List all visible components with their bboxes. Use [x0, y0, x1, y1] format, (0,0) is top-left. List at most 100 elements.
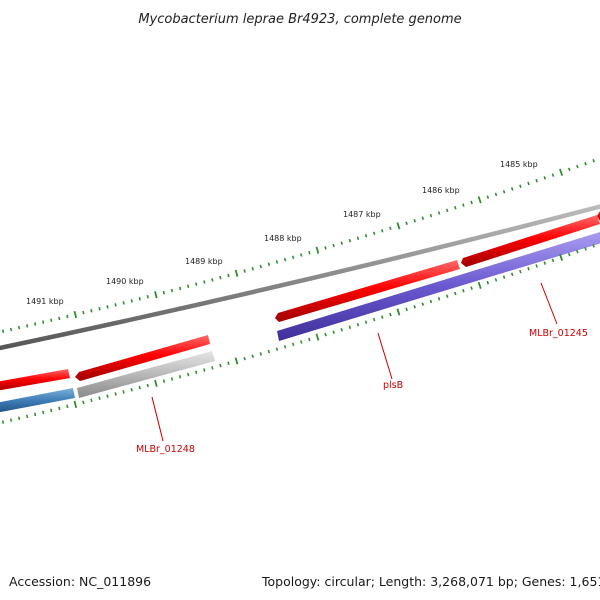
outer-ring-minor-tick — [162, 290, 166, 295]
outer-ring-minor-tick — [567, 167, 571, 172]
inner-ring-minor-tick — [203, 368, 206, 372]
outer-ring-minor-tick — [251, 266, 254, 271]
outer-tick-ring — [1, 159, 595, 333]
outer-ring-minor-tick — [219, 275, 222, 280]
inner-ring-minor-tick — [66, 404, 69, 409]
forward-strand-track — [0, 211, 600, 391]
tick-label-1486: 1486 kbp — [422, 186, 460, 195]
outer-ring-minor-tick — [300, 253, 303, 257]
inner-ring-minor-tick — [219, 363, 222, 368]
inner-ring-minor-tick — [50, 408, 53, 413]
cds-forward-left — [0, 369, 70, 391]
outer-ring-minor-tick — [178, 286, 182, 291]
inner-ring-minor-tick — [138, 385, 141, 390]
inner-ring-minor-tick — [340, 327, 343, 332]
inner-ring-minor-tick — [437, 297, 441, 301]
outer-ring-minor-tick — [535, 178, 538, 183]
gene-label-plsb: plsB — [383, 380, 403, 391]
outer-ring-minor-tick — [356, 236, 360, 241]
outer-ring-minor-tick — [186, 284, 190, 288]
outer-ring-major-tick — [315, 246, 320, 254]
outer-ring-minor-tick — [58, 316, 61, 321]
outer-ring-major-tick — [73, 310, 78, 319]
outer-ring-minor-tick — [372, 231, 376, 236]
outer-ring-minor-tick — [510, 187, 514, 191]
outer-ring-minor-tick — [421, 216, 425, 220]
inner-ring-minor-tick — [445, 294, 449, 298]
genome-summary-text: Topology: circular; Length: 3,268,071 bp… — [261, 574, 600, 589]
inner-ring-minor-tick — [267, 349, 271, 354]
inner-ring-major-tick — [73, 400, 78, 409]
inner-ring-minor-tick — [162, 379, 166, 383]
inner-ring-minor-tick — [462, 289, 465, 293]
inner-tick-ring — [1, 244, 595, 424]
outer-ring-minor-tick — [227, 273, 230, 278]
inner-ring-minor-tick — [130, 388, 133, 392]
outer-ring-minor-tick — [592, 159, 595, 163]
outer-ring-minor-tick — [332, 243, 335, 248]
inner-ring-minor-tick — [332, 330, 335, 334]
outer-ring-minor-tick — [267, 262, 271, 266]
inner-ring-minor-tick — [283, 345, 287, 349]
inner-ring-minor-tick — [527, 267, 530, 271]
outer-ring-minor-tick — [389, 226, 392, 231]
outer-ring-minor-tick — [543, 176, 547, 180]
outer-ring-minor-tick — [340, 241, 343, 245]
kbp-scale-labels: 1485 kbp 1486 kbp 1487 kbp 1488 kbp 1489… — [26, 160, 538, 306]
inner-ring-minor-tick — [9, 418, 13, 422]
leader-plsb — [377, 332, 393, 380]
outer-ring-minor-tick — [138, 297, 141, 301]
inner-ring-minor-tick — [389, 312, 392, 317]
tick-label-1487: 1487 kbp — [343, 210, 381, 219]
inner-ring-minor-tick — [486, 280, 490, 285]
outer-ring-minor-tick — [66, 314, 69, 319]
outer-ring-minor-tick — [17, 325, 21, 330]
inner-ring-minor-tick — [356, 322, 360, 327]
outer-ring-minor-tick — [283, 257, 287, 262]
gene-label-mlbr-01248: MLBr_01248 — [136, 444, 195, 455]
inner-ring-minor-tick — [510, 272, 514, 277]
outer-ring-minor-tick — [584, 161, 587, 166]
inner-ring-minor-tick — [592, 244, 595, 248]
inner-ring-minor-tick — [364, 320, 368, 324]
inner-ring-minor-tick — [405, 307, 408, 312]
outer-ring-minor-tick — [527, 181, 530, 186]
outer-ring-minor-tick — [470, 200, 473, 205]
inner-ring-minor-tick — [146, 383, 149, 388]
inner-ring-minor-tick — [106, 394, 109, 398]
inner-ring-major-tick — [477, 281, 482, 289]
inner-ring-major-tick — [396, 308, 401, 316]
inner-ring-minor-tick — [82, 400, 85, 405]
gene-label-mlbr-01245: MLBr_01245 — [529, 328, 588, 339]
outer-ring-minor-tick — [203, 280, 206, 284]
outer-ring-minor-tick — [348, 238, 352, 243]
outer-ring-minor-tick — [42, 320, 45, 324]
inner-ring-minor-tick — [543, 261, 547, 265]
inner-ring-minor-tick — [178, 374, 182, 379]
inner-ring-minor-tick — [470, 286, 473, 290]
accession-text: Accession: NC_011896 — [9, 574, 151, 589]
outer-ring-minor-tick — [195, 282, 198, 286]
inner-ring-minor-tick — [170, 377, 174, 381]
inner-ring-minor-tick — [502, 275, 506, 279]
outer-ring-minor-tick — [90, 309, 93, 313]
inner-ring-minor-tick — [348, 325, 352, 330]
inner-ring-minor-tick — [567, 252, 571, 257]
cds-reverse-left — [0, 388, 75, 413]
inner-ring-minor-tick — [1, 420, 5, 424]
inner-ring-minor-tick — [584, 247, 587, 251]
inner-ring-minor-tick — [186, 372, 190, 377]
outer-ring-major-tick — [396, 222, 401, 230]
inner-ring-minor-tick — [300, 340, 303, 344]
inner-ring-minor-tick — [372, 317, 376, 322]
inner-ring-minor-tick — [454, 291, 457, 296]
outer-ring-minor-tick — [405, 221, 408, 226]
inner-ring-minor-tick — [421, 302, 425, 306]
outer-ring-minor-tick — [502, 189, 506, 194]
tick-label-1489: 1489 kbp — [185, 257, 223, 266]
outer-ring-minor-tick — [211, 278, 214, 282]
outer-ring-minor-tick — [551, 173, 555, 177]
inner-ring-minor-tick — [275, 347, 279, 351]
outer-ring-minor-tick — [98, 307, 101, 311]
tick-label-1488: 1488 kbp — [264, 234, 302, 243]
